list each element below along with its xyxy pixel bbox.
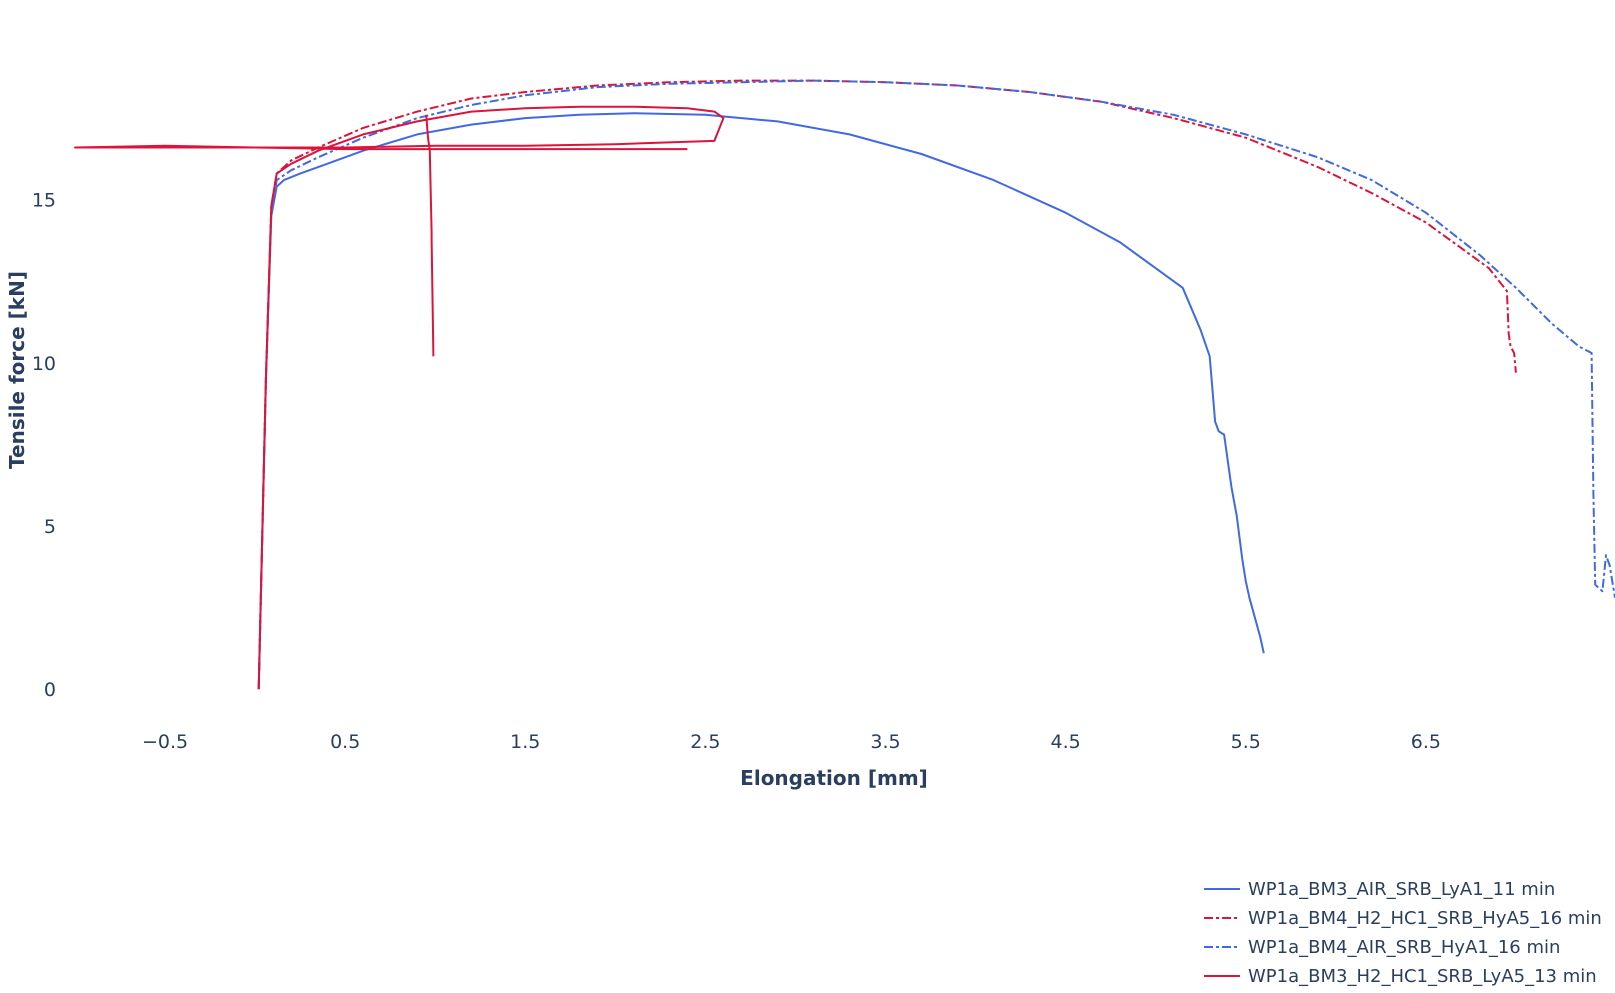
x-axis-title: Elongation [mm] [740, 766, 928, 790]
y-tick-label: 15 [32, 190, 56, 212]
series-line-1 [257, 112, 1265, 690]
x-tick-labels: −0.5 0.5 1.5 2.5 3.5 4.5 5.5 6.5 [142, 731, 1441, 753]
legend-label: WP1a_BM3_H2_HC1_SRB_LyA5_13 min [1248, 966, 1597, 987]
series-spur [425, 114, 435, 357]
plot-lines [74, 79, 1615, 690]
series-line-4 [74, 105, 725, 690]
legend[interactable]: WP1a_BM3_AIR_SRB_LyA1_11 min WP1a_BM4_H2_… [1204, 879, 1602, 987]
x-tick-label: 6.5 [1411, 731, 1441, 753]
y-axis-title: Tensile force [kN] [5, 271, 29, 469]
x-tick-label: 3.5 [870, 731, 900, 753]
x-tick-label: 2.5 [690, 731, 720, 753]
y-tick-labels: 0 5 10 15 [32, 190, 56, 701]
legend-label: WP1a_BM4_H2_HC1_SRB_HyA5_16 min [1248, 908, 1602, 929]
x-tick-label: 1.5 [510, 731, 540, 753]
legend-item[interactable]: WP1a_BM3_AIR_SRB_LyA1_11 min [1204, 879, 1555, 900]
legend-item[interactable]: WP1a_BM4_H2_HC1_SRB_HyA5_16 min [1204, 908, 1602, 929]
series-line-3 [257, 79, 1615, 690]
series-line-2 [257, 79, 1517, 690]
x-tick-label: 4.5 [1051, 731, 1081, 753]
legend-item[interactable]: WP1a_BM3_H2_HC1_SRB_LyA5_13 min [1204, 966, 1597, 987]
y-tick-label: 10 [32, 353, 56, 375]
x-tick-label: 0.5 [330, 731, 360, 753]
legend-label: WP1a_BM3_AIR_SRB_LyA1_11 min [1248, 879, 1555, 900]
y-tick-label: 5 [44, 516, 56, 538]
x-tick-label: −0.5 [142, 731, 188, 753]
legend-label: WP1a_BM4_AIR_SRB_HyA1_16 min [1248, 937, 1560, 958]
x-tick-label: 5.5 [1231, 731, 1261, 753]
legend-item[interactable]: WP1a_BM4_AIR_SRB_HyA1_16 min [1204, 937, 1560, 958]
y-tick-label: 0 [44, 679, 56, 701]
